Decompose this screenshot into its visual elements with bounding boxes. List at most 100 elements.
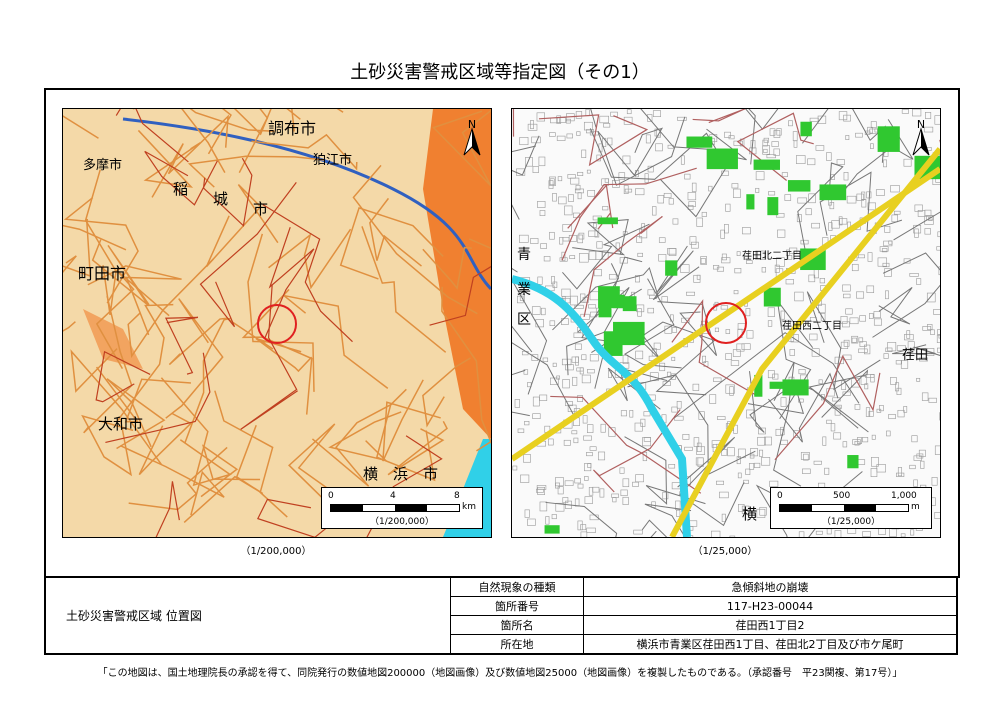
building — [938, 334, 940, 339]
road — [366, 435, 443, 537]
building — [855, 132, 863, 138]
building — [689, 236, 697, 245]
road — [623, 278, 682, 369]
overview-map-image: 調布市狛江市多摩市稲城市町田市大和市横浜市 — [63, 109, 491, 537]
building — [725, 384, 735, 394]
building — [845, 135, 850, 140]
road — [808, 369, 869, 433]
building — [885, 290, 889, 300]
building — [636, 304, 645, 313]
building — [667, 248, 677, 255]
building — [567, 194, 574, 202]
building — [924, 228, 931, 235]
building — [635, 188, 645, 196]
place-label: 稲 — [173, 180, 188, 198]
building — [540, 307, 546, 316]
building — [586, 169, 591, 174]
building — [652, 110, 661, 117]
building — [890, 377, 897, 385]
road — [135, 109, 189, 163]
building — [856, 193, 864, 201]
building — [632, 481, 639, 487]
building — [519, 234, 529, 243]
building — [834, 406, 841, 416]
building — [891, 214, 898, 223]
building — [755, 250, 766, 260]
road — [572, 219, 629, 256]
building — [714, 327, 719, 332]
building — [842, 284, 851, 292]
building — [524, 509, 530, 518]
park — [612, 294, 625, 309]
row-key: 所在地 — [450, 634, 584, 655]
building — [532, 413, 541, 419]
building — [615, 242, 620, 252]
building — [829, 202, 835, 210]
building — [798, 531, 805, 537]
building — [746, 260, 753, 264]
scale-bar: 0 500 1,000 m （1/25,000） — [770, 487, 932, 529]
detail-caption: （1/25,000） — [692, 546, 758, 557]
building — [840, 341, 849, 349]
building — [688, 201, 696, 207]
building — [663, 192, 672, 198]
road — [561, 167, 697, 261]
scale-tick: 500 — [833, 491, 851, 501]
road — [199, 181, 297, 328]
building — [731, 183, 739, 189]
map-background — [63, 109, 491, 537]
building — [563, 439, 571, 446]
building — [576, 131, 581, 136]
building — [930, 329, 935, 335]
building — [622, 478, 630, 488]
building — [725, 329, 731, 334]
building — [572, 376, 578, 386]
building — [771, 141, 779, 147]
building — [921, 392, 929, 401]
building — [514, 399, 520, 408]
building — [774, 264, 780, 273]
building — [719, 491, 729, 499]
scale-unit: m — [911, 502, 920, 512]
place-label: 荏田 — [902, 348, 928, 363]
building — [557, 176, 563, 182]
building — [934, 115, 940, 125]
place-label: 市 — [253, 200, 268, 218]
building — [789, 349, 795, 356]
road — [164, 316, 199, 375]
building — [588, 250, 597, 260]
road — [422, 357, 471, 428]
road — [168, 317, 274, 366]
building — [561, 251, 566, 261]
building — [900, 533, 906, 537]
building — [599, 115, 610, 124]
building — [687, 205, 694, 210]
scale-tick: 4 — [390, 491, 396, 501]
road — [597, 116, 686, 186]
building — [531, 354, 539, 361]
building — [766, 154, 776, 159]
road — [251, 133, 358, 171]
building — [524, 421, 530, 426]
building — [662, 491, 669, 500]
building — [724, 131, 731, 138]
building — [626, 109, 632, 115]
building — [776, 257, 785, 267]
overview-map[interactable]: 調布市 狛江市 多摩市稲城市町田市 大和市横浜市 N 0 4 8 km （1/200,… — [62, 108, 492, 538]
north-arrow-icon: N — [912, 118, 930, 156]
building — [676, 400, 682, 409]
building — [558, 196, 567, 205]
road — [91, 239, 150, 306]
building — [580, 524, 587, 531]
building — [815, 145, 825, 151]
building — [851, 337, 857, 343]
building — [566, 133, 573, 139]
road — [106, 378, 166, 450]
building — [721, 253, 727, 261]
building — [583, 435, 592, 441]
road — [311, 403, 393, 487]
building — [843, 293, 851, 299]
road — [63, 224, 127, 251]
building — [742, 227, 751, 235]
detail-map[interactable]: 荏田西二丁目 荏田北二丁目 荏田 青業区横 N 0 500 1,000 m （1/25… — [511, 108, 941, 538]
